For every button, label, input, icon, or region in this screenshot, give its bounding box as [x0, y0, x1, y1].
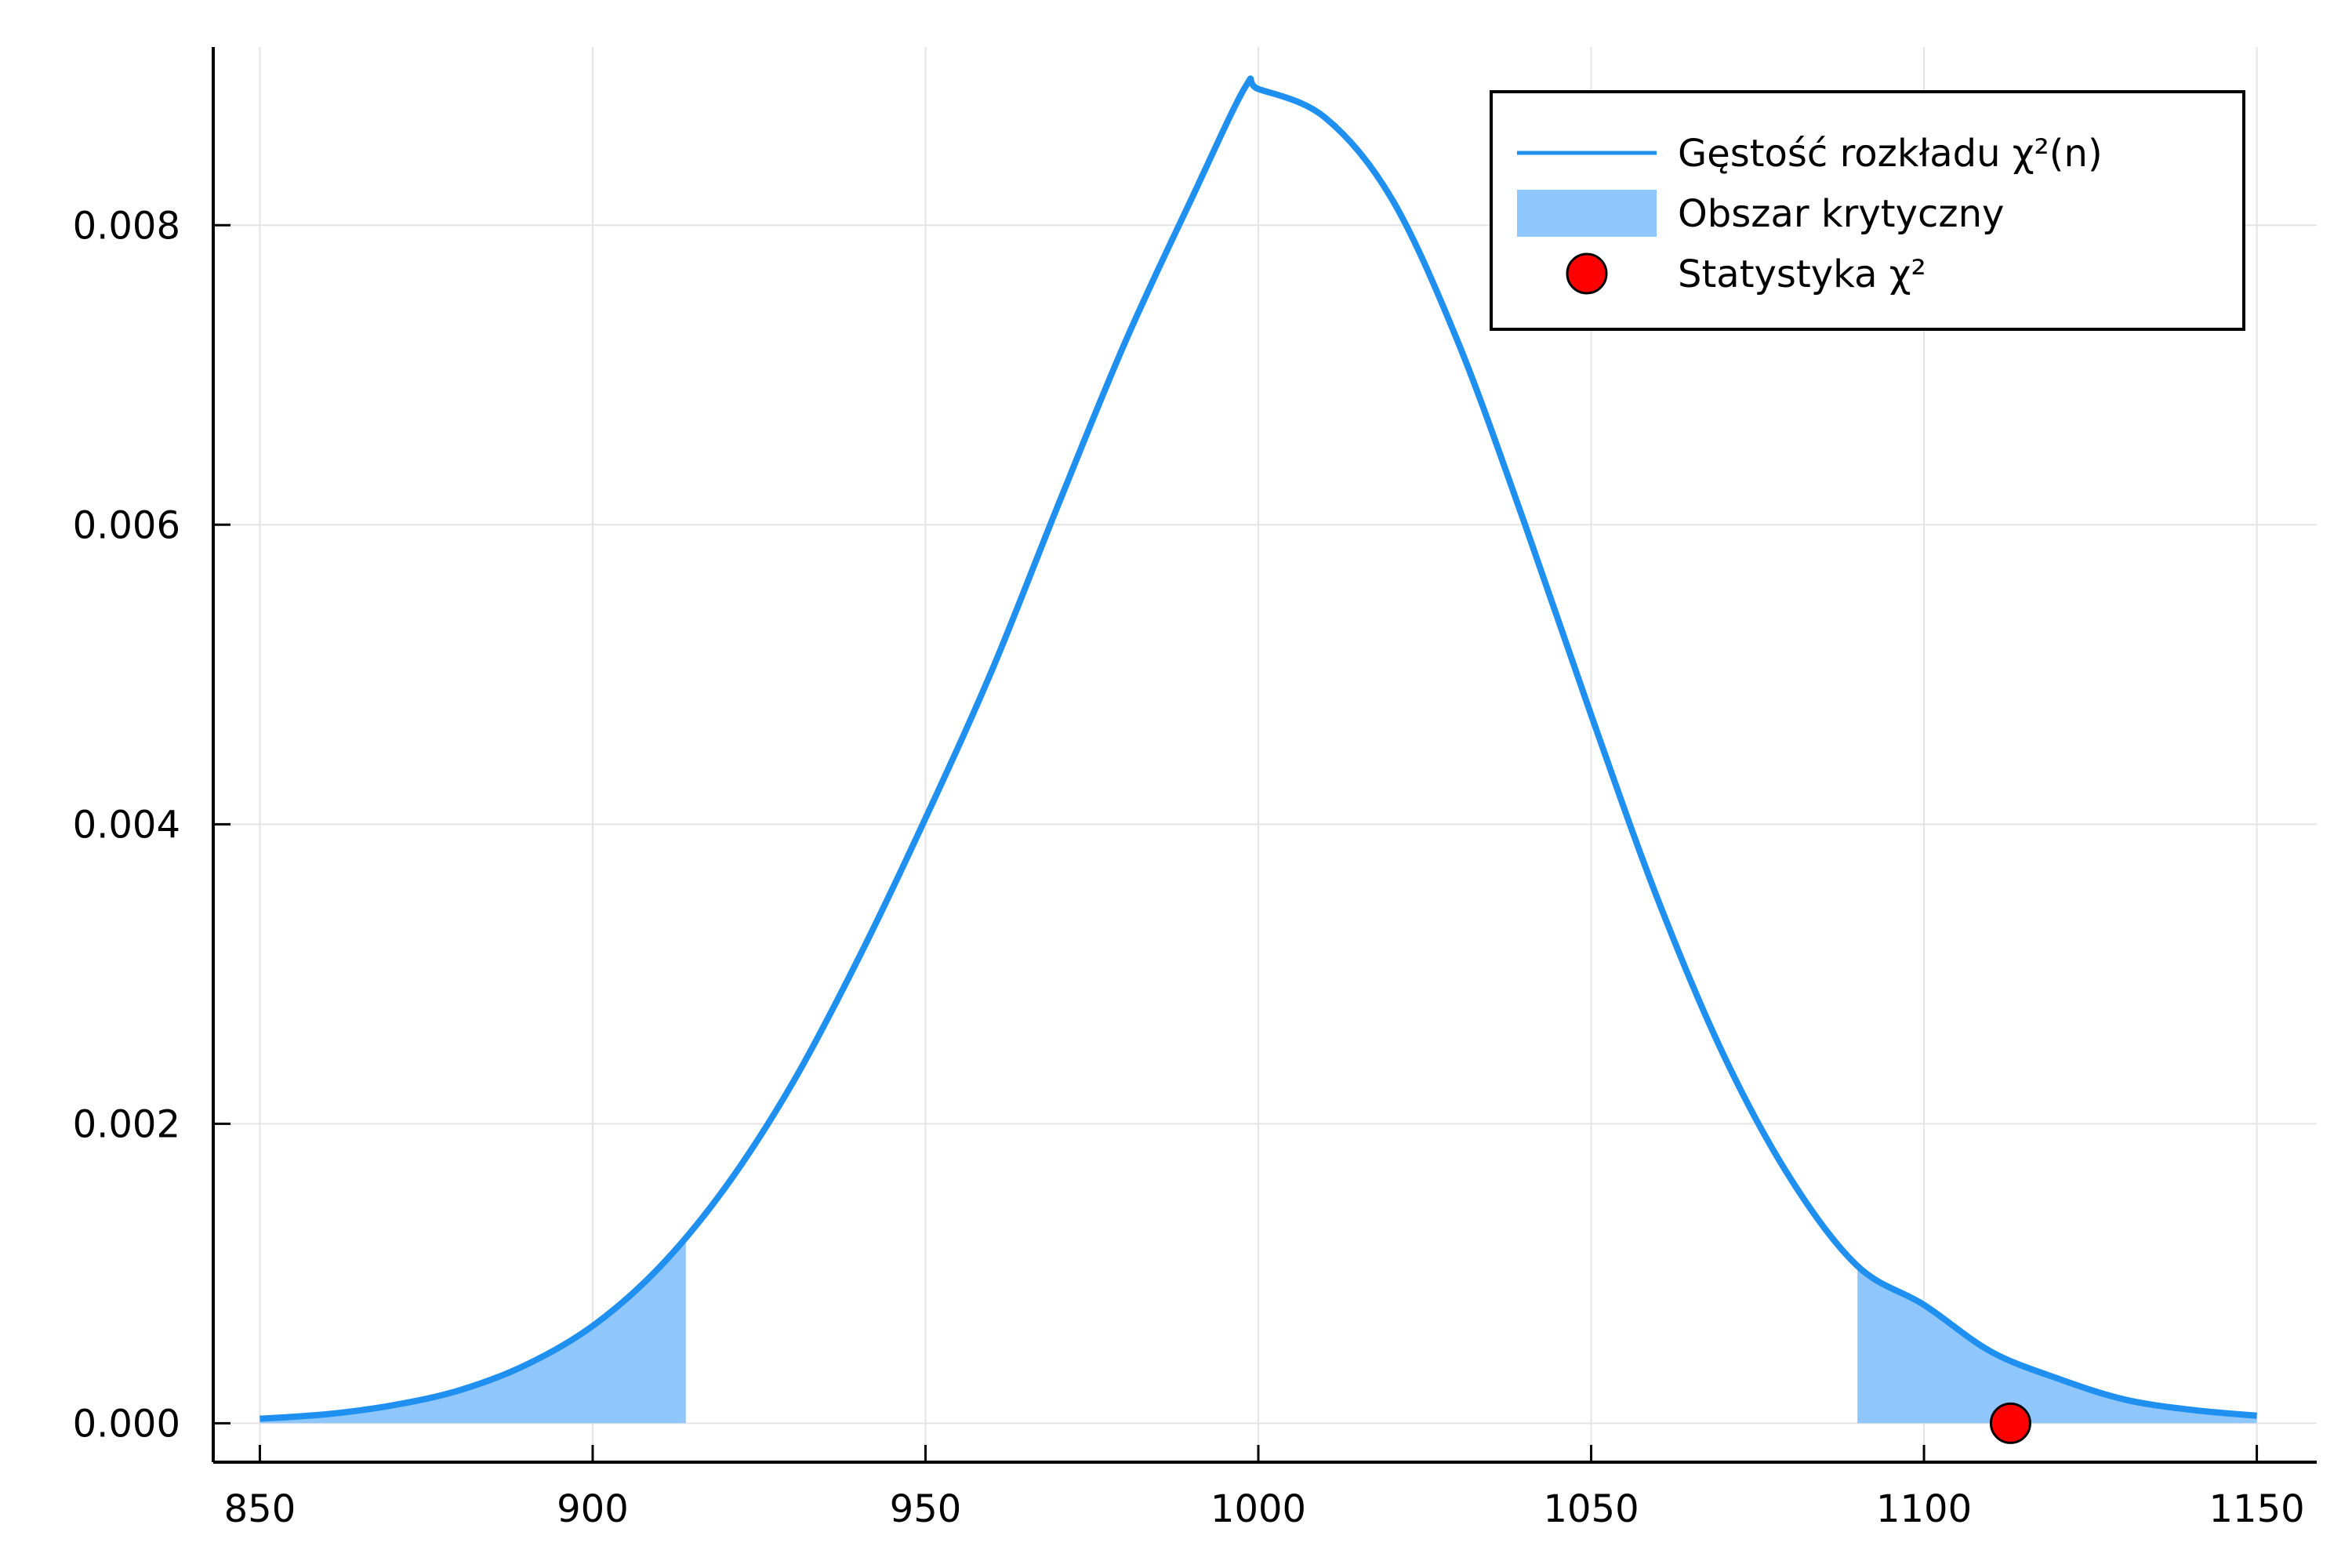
- legend-label-statistic: Statystyka χ²: [1678, 252, 1926, 296]
- legend-point-swatch: [1566, 252, 1608, 295]
- y-tick-label: 0.006: [73, 503, 180, 547]
- legend-area-swatch: [1517, 190, 1657, 237]
- x-tick-label: 950: [890, 1487, 962, 1531]
- axes: 850 900 950 1000 1050 1100 1150 0.000 0.002 0.004…: [73, 47, 2317, 1531]
- legend: Gęstość rozkładu χ²(n) Obszar krytyczny St…: [1490, 90, 2245, 331]
- x-tick-label: 1050: [1543, 1487, 1639, 1531]
- x-tick-label: 1150: [2209, 1487, 2305, 1531]
- density-curve: [260, 75, 2257, 1422]
- x-tick-label: 900: [557, 1487, 629, 1531]
- x-tick-label: 850: [224, 1487, 296, 1531]
- legend-label-density: Gęstość rozkładu χ²(n): [1678, 132, 2103, 176]
- y-tick-label: 0.004: [73, 803, 180, 847]
- density-curve-layer: [260, 75, 2257, 1422]
- chi2-statistic-point: [1989, 1402, 2031, 1444]
- y-tick-label: 0.002: [73, 1102, 180, 1146]
- critical-region-areas: [260, 1235, 2257, 1424]
- y-tick-label: 0.008: [73, 204, 180, 248]
- x-tick-label: 1000: [1210, 1487, 1306, 1531]
- critical-region-left: [260, 1235, 686, 1424]
- y-tick-label: 0.000: [73, 1402, 180, 1446]
- legend-label-critical-region: Obszar krytyczny: [1678, 192, 2004, 236]
- critical-region-right: [1857, 1265, 2257, 1424]
- statistic-points: [1989, 1402, 2031, 1444]
- x-tick-label: 1100: [1876, 1487, 1972, 1531]
